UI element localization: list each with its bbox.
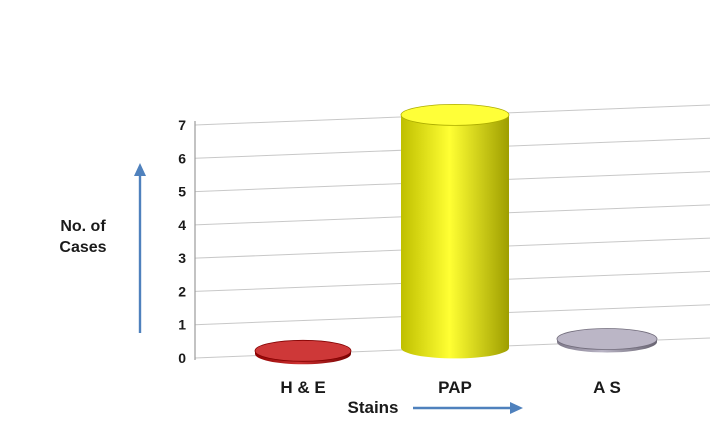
y-tick-label: 1 <box>178 317 186 333</box>
category-label: PAP <box>438 378 472 397</box>
y-axis-title-line2: Cases <box>59 239 107 256</box>
y-tick-label: 5 <box>178 184 186 200</box>
cylinder-bar-top <box>254 339 352 362</box>
y-axis-title-line1: No. of <box>60 218 106 235</box>
y-axis-title: No. of Cases <box>37 216 129 258</box>
y-tick-label: 3 <box>178 250 186 266</box>
cylinder-bar-body <box>557 339 657 353</box>
y-tick-label: 7 <box>178 117 186 133</box>
category-label: A S <box>593 378 621 397</box>
cylinder-bar-top <box>400 104 510 126</box>
x-axis-arrow-head <box>510 402 523 414</box>
y-axis-arrow-head <box>134 163 146 176</box>
cylinder-bar-top <box>556 328 658 350</box>
cylinder-bar-body <box>255 350 351 365</box>
y-tick-label: 4 <box>178 217 186 233</box>
y-tick-label: 2 <box>178 283 186 299</box>
x-axis-title: Stains <box>347 398 399 417</box>
cylinder-bar-body <box>401 114 509 359</box>
y-tick-label: 0 <box>178 350 186 366</box>
y-tick-label: 6 <box>178 150 186 166</box>
category-label: H & E <box>280 378 325 397</box>
